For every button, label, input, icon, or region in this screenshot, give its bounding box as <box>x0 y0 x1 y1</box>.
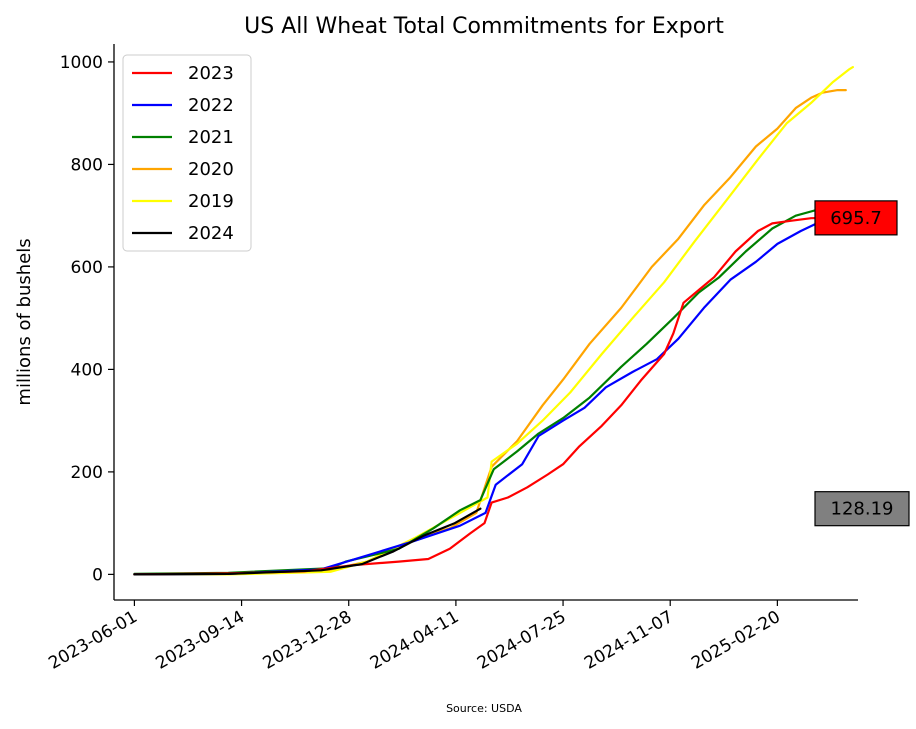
series-line-2024 <box>133 507 482 576</box>
y-tick-label: 0 <box>92 565 103 585</box>
x-ticks: 2023-06-01 2023-09-14 2023-12-28 2024-04-11… <box>45 600 784 674</box>
y-ticks: 0 200 400 600 800 1000 <box>60 53 114 585</box>
callout-box <box>814 491 910 527</box>
series-line-2023 <box>133 216 847 576</box>
callout-label: 695.7 <box>830 208 882 229</box>
source-note: Source: USDA <box>446 702 522 715</box>
y-tick-label: 400 <box>71 360 103 380</box>
x-tick-label: 2023-09-14 <box>153 607 249 674</box>
y-tick-label: 800 <box>71 155 103 175</box>
y-tick-label: 200 <box>71 463 103 483</box>
callouts: 695.7 128.19 <box>814 200 910 527</box>
series-line-2022 <box>133 217 847 576</box>
legend-label-2019: 2019 <box>188 191 234 212</box>
legend-label-2022: 2022 <box>188 95 234 116</box>
x-tick-label: 2024-04-11 <box>367 607 463 674</box>
y-axis-label: millions of bushels <box>14 238 35 405</box>
x-tick-label: 2023-06-01 <box>45 607 141 674</box>
x-tick-label: 2024-07-25 <box>474 607 570 674</box>
chart-title: US All Wheat Total Commitments for Expor… <box>244 14 724 39</box>
y-tick-label: 600 <box>71 258 103 278</box>
legend-label-2024: 2024 <box>188 223 234 244</box>
legend: 2023 2022 2021 2020 2019 2024 <box>122 54 252 252</box>
callout-box <box>814 200 898 236</box>
series-line-2021 <box>133 206 847 576</box>
x-tick-label: 2023-12-28 <box>260 607 356 674</box>
legend-label-2023: 2023 <box>188 63 234 84</box>
x-tick-label: 2024-11-07 <box>581 607 677 674</box>
legend-label-2021: 2021 <box>188 127 234 148</box>
legend-box <box>122 54 252 252</box>
legend-label-2020: 2020 <box>188 159 234 180</box>
x-tick-label: 2025-02-20 <box>688 607 784 674</box>
callout-label: 128.19 <box>831 499 894 520</box>
y-tick-label: 1000 <box>60 53 103 73</box>
series-layer <box>133 65 855 576</box>
